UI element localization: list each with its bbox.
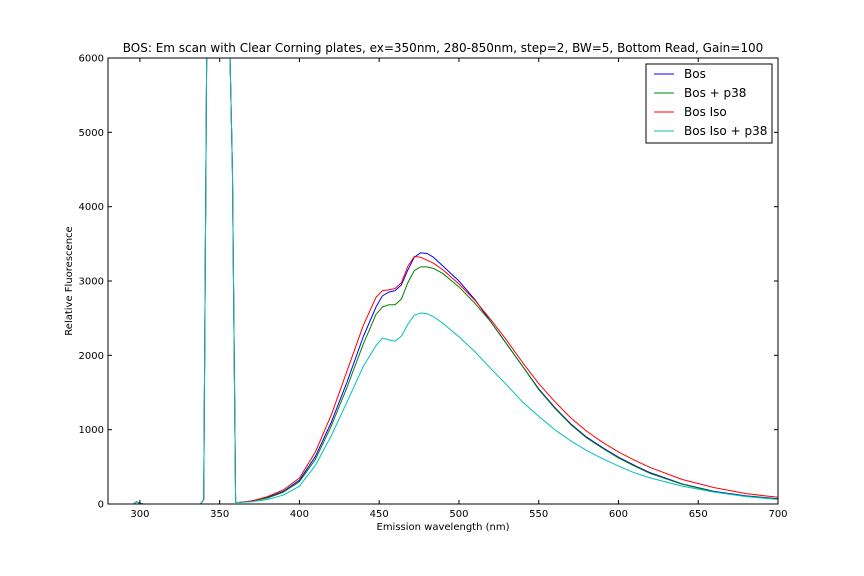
y-tick-label-6: 6000 bbox=[79, 54, 104, 65]
x-axis-title: Emission wavelength (nm) bbox=[377, 522, 510, 533]
y-tick-label-2: 2000 bbox=[79, 351, 104, 362]
x-tick-label-1: 350 bbox=[210, 509, 229, 520]
y-tick-label-0: 0 bbox=[98, 500, 104, 511]
legend-label-1: Bos + p38 bbox=[684, 86, 746, 100]
series-line-1 bbox=[108, 58, 778, 504]
y-axis-title: Relative Fluorescence bbox=[64, 226, 75, 335]
series-line-3 bbox=[108, 58, 778, 504]
legend-label-2: Bos Iso bbox=[684, 105, 727, 119]
x-tick-label-7: 650 bbox=[689, 509, 708, 520]
x-tick-label-5: 550 bbox=[529, 509, 548, 520]
series-line-2 bbox=[108, 58, 778, 504]
y-tick-label-1: 1000 bbox=[79, 425, 104, 436]
legend: Bos Bos + p38 Bos Iso Bos Iso + p38 bbox=[645, 63, 773, 144]
x-tick-label-6: 600 bbox=[609, 509, 628, 520]
legend-label-0: Bos bbox=[684, 67, 706, 81]
legend-box bbox=[645, 63, 773, 144]
x-tick-label-4: 500 bbox=[449, 509, 468, 520]
legend-label-3: Bos Iso + p38 bbox=[684, 124, 767, 138]
ticks-layer: 300 350 400 450 500 550 600 650 700 0 1000 2000 3000… bbox=[79, 54, 788, 521]
x-tick-label-2: 400 bbox=[290, 509, 309, 520]
x-tick-label-8: 700 bbox=[768, 509, 787, 520]
chart-title: BOS: Em scan with Clear Corning plates, … bbox=[123, 41, 763, 55]
y-tick-label-5: 5000 bbox=[79, 128, 104, 139]
series-line-0 bbox=[108, 58, 778, 504]
y-tick-label-3: 3000 bbox=[79, 277, 104, 288]
x-tick-label-3: 450 bbox=[370, 509, 389, 520]
y-tick-label-4: 4000 bbox=[79, 202, 104, 213]
x-tick-label-0: 300 bbox=[130, 509, 149, 520]
series-layer bbox=[108, 58, 778, 504]
